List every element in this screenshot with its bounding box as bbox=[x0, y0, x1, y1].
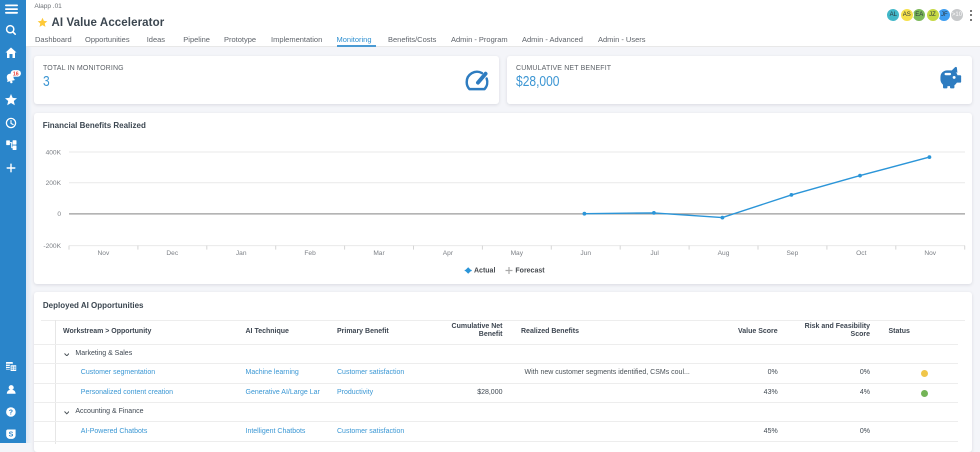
svg-text:Jan: Jan bbox=[236, 250, 247, 257]
svg-text:Dec: Dec bbox=[166, 250, 178, 257]
svg-text:Nov: Nov bbox=[924, 250, 936, 257]
svg-text:S: S bbox=[9, 432, 14, 439]
svg-text:0: 0 bbox=[57, 211, 61, 218]
svg-text:16: 16 bbox=[13, 72, 19, 78]
svg-text:200K: 200K bbox=[46, 180, 62, 187]
svg-text:?: ? bbox=[9, 409, 13, 416]
svg-text:Jun: Jun bbox=[580, 250, 591, 257]
svg-text:Feb: Feb bbox=[304, 250, 316, 257]
svg-text:May: May bbox=[511, 250, 524, 257]
svg-text:Oct: Oct bbox=[856, 250, 866, 257]
svg-text:Jul: Jul bbox=[650, 250, 659, 257]
svg-text:Actual: Actual bbox=[474, 268, 495, 275]
svg-text:Aug: Aug bbox=[718, 250, 730, 257]
svg-text:Nov: Nov bbox=[98, 250, 110, 257]
svg-text:Apr: Apr bbox=[443, 250, 454, 257]
svg-text:-200K: -200K bbox=[43, 243, 61, 250]
svg-text:Sep: Sep bbox=[787, 250, 799, 257]
svg-text:400K: 400K bbox=[46, 149, 62, 156]
svg-text:Mar: Mar bbox=[373, 250, 385, 257]
svg-text:Forecast: Forecast bbox=[515, 268, 545, 275]
